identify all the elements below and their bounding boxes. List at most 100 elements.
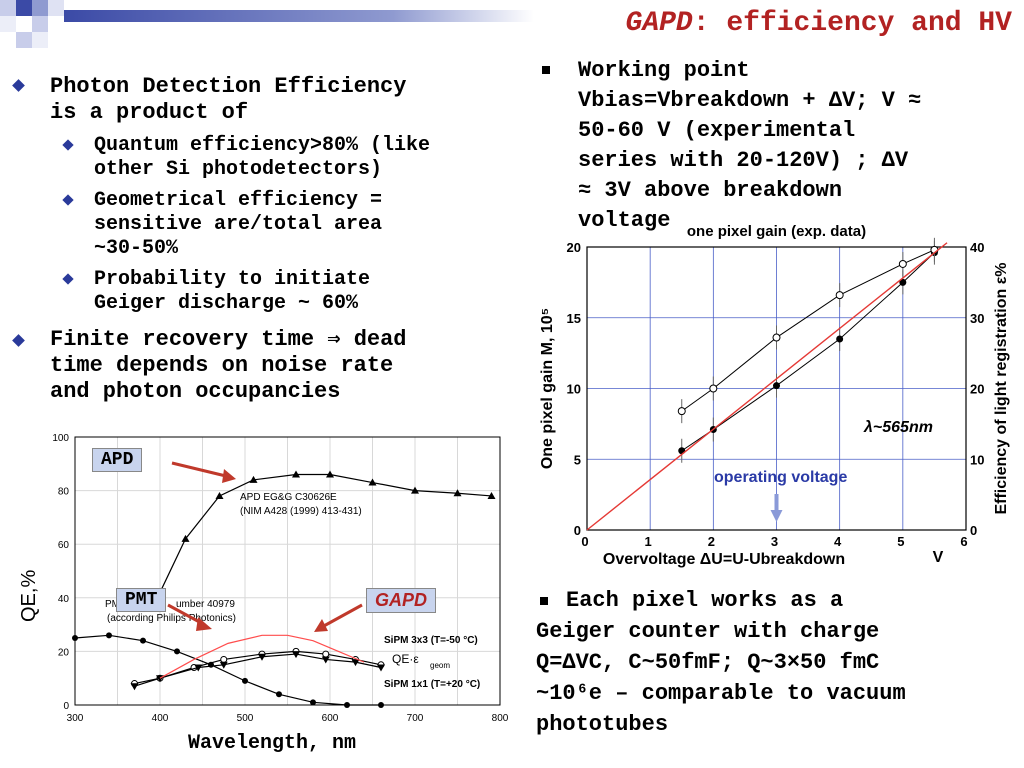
qe-series-line — [74, 634, 381, 706]
gain-data-point — [899, 278, 907, 286]
gain-data-point — [709, 384, 718, 393]
qe-data-point — [258, 653, 266, 661]
qe-geom-label: QE·ε — [392, 652, 419, 666]
geiger-line-1: Each pixel works as a — [566, 588, 844, 613]
bullet-icon — [12, 334, 25, 347]
gain-ytick-label: 5 — [574, 452, 581, 467]
geom-line-3: ~30-50% — [94, 237, 179, 260]
qe-xlabel: Wavelength, nm — [188, 732, 357, 755]
qe-ytick-label: 80 — [58, 487, 70, 498]
qe-data-point — [181, 534, 190, 542]
geiger-line-3: Q=ΔVC, C~50fmF; Q~3×50 fmC — [536, 650, 880, 675]
pde-line-1: Photon Detection Efficiency — [50, 74, 407, 99]
gain-xtick-label: 6 — [960, 534, 967, 549]
qe-chart: 0 20 40 60 80 100 300 400 500 600 700 800 APD EG&G C… — [52, 433, 508, 724]
gain-xtick-label: 4 — [834, 534, 842, 549]
gapd-tag: GAPD — [366, 588, 437, 613]
apd-arrow-head — [222, 469, 236, 483]
gain-ylabel: One pixel gain M, 10⁵ — [539, 308, 556, 469]
qe-ytick-label: 60 — [58, 540, 70, 551]
pmt-arrow-head — [196, 617, 212, 631]
bullet-icon — [62, 139, 74, 151]
gain-data-point — [773, 382, 780, 390]
qe-data-point — [411, 486, 419, 494]
qe-data-point — [326, 470, 334, 478]
qe-data-point — [215, 491, 224, 499]
qe-ytick-label: 40 — [58, 594, 70, 605]
header-deco-square-6 — [32, 16, 48, 32]
bullet-icon — [62, 194, 74, 206]
title-rest: : efficiency and HV — [692, 8, 1012, 39]
recovery-line-3: and photon occupancies — [50, 379, 341, 404]
gain-y2tick-label: 10 — [970, 452, 984, 467]
recovery-line-2: time depends on noise rate — [50, 353, 394, 378]
quantum-line-2: other Si photodetectors) — [94, 158, 383, 181]
gain-y2label: Efficiency of light registration ε% — [993, 262, 1010, 514]
qe-data-point — [276, 691, 282, 698]
sipm33-label: SiPM 3x3 (T=-50 °C) — [384, 635, 478, 646]
gain-plot-frame — [586, 246, 967, 531]
qe-series-line — [159, 634, 365, 679]
gain-y2tick-label: 40 — [970, 240, 984, 255]
apd-note-line-1: APD EG&G C30626E — [240, 492, 337, 503]
qe-xtick-label: 300 — [67, 713, 84, 724]
gain-series-line — [681, 249, 935, 412]
gain-xtick-label: 2 — [708, 534, 715, 549]
gain-ytick-label: 15 — [567, 311, 581, 326]
gain-xtick-label: 1 — [645, 534, 652, 549]
operating-voltage-arrow-head — [770, 510, 783, 522]
gain-ytick-label: 20 — [567, 240, 581, 255]
gain-data-point — [677, 407, 686, 416]
qe-xtick-label: 700 — [407, 713, 424, 724]
prob-line-2: Geiger discharge ~ 60% — [94, 292, 359, 315]
gain-series-line — [586, 242, 948, 531]
qe-data-point — [351, 659, 360, 667]
qe-data-point — [106, 632, 112, 639]
qe-data-point — [249, 475, 258, 483]
qe-ytick-label: 0 — [63, 701, 69, 712]
qe-data-point — [321, 656, 330, 664]
gain-data-point — [898, 259, 907, 268]
qe-geom-subscript: geom — [430, 661, 450, 670]
quantum-line-1: Quantum efficiency>80% (like — [94, 134, 431, 157]
gain-chart: one pixel gain (exp. data)05101520010203… — [539, 223, 1010, 568]
qe-data-point — [368, 478, 377, 486]
title-gapd: GAPD — [625, 8, 693, 39]
header-deco-square-3 — [32, 0, 48, 16]
working-line-6: voltage — [578, 208, 671, 233]
gain-ytick-label: 10 — [567, 382, 581, 397]
square-bullet-icon — [542, 66, 550, 74]
qe-ylabel: QE,% — [18, 569, 40, 622]
qe-data-point — [487, 491, 496, 499]
geom-line-1: Geometrical efficiency = — [94, 189, 383, 212]
qe-series-line — [159, 473, 492, 593]
apd-tag: APD — [92, 448, 143, 472]
qe-series-line — [134, 653, 382, 687]
qe-data-point — [453, 489, 462, 497]
pmt-note-line-1: PM — [105, 599, 120, 610]
gain-y2tick-label: 30 — [970, 311, 984, 326]
gain-data-point — [772, 333, 781, 342]
gain-xtick-label: 3 — [771, 534, 778, 549]
qe-data-point — [130, 683, 139, 691]
geiger-line-2: Geiger counter with charge — [536, 619, 880, 644]
geiger-line-4: ~10⁶e – comparable to vacuum — [536, 681, 906, 706]
working-line-3: 50-60 V (experimental — [578, 118, 856, 143]
header-deco-square-2 — [16, 0, 32, 16]
qe-data-point — [140, 637, 146, 644]
gain-y2tick-label: 0 — [970, 523, 977, 538]
gapd-arrow-head — [314, 619, 328, 632]
apd-arrow — [171, 461, 231, 479]
prob-line-1: Probability to initiate — [94, 268, 371, 291]
qe-xtick-label: 400 — [152, 713, 169, 724]
header-deco-square-5 — [0, 16, 16, 32]
qe-series-line — [134, 650, 382, 685]
slide-title: GAPD: efficiency and HV — [626, 8, 1012, 39]
qe-data-point — [377, 664, 385, 672]
gain-data-point — [836, 335, 844, 343]
header-deco-square-8 — [32, 32, 48, 48]
pmt-note-line-3: (according Philips Photonics) — [107, 613, 236, 624]
working-line-5: ≈ 3V above breakdown — [578, 178, 843, 203]
gapd-arrow — [321, 603, 363, 629]
recovery-line-1: Finite recovery time ⇒ dead — [50, 327, 407, 352]
